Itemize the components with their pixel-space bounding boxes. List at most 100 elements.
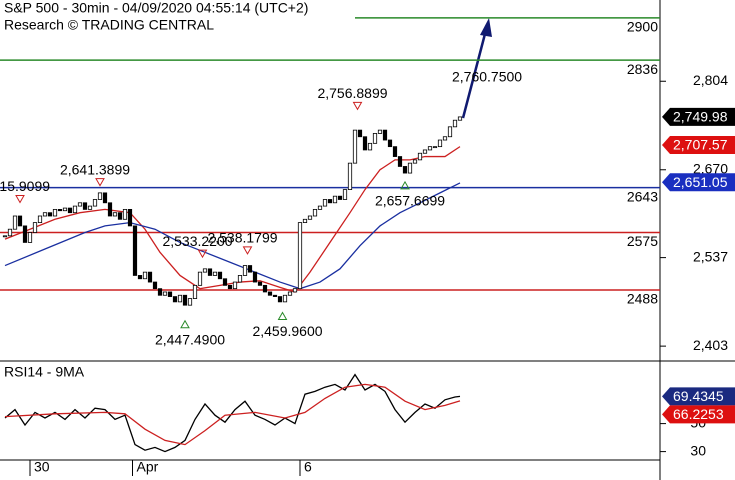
level-label: 2900	[627, 19, 658, 35]
candle	[402, 166, 408, 174]
candle	[67, 207, 73, 214]
candle	[207, 268, 213, 276]
candle	[157, 288, 163, 296]
candle	[37, 215, 43, 224]
annotation-label: 2,756.8899	[317, 85, 387, 101]
candle	[422, 149, 428, 154]
candle	[267, 291, 273, 296]
candle	[417, 152, 423, 161]
y-tick-label: 2,537	[693, 248, 728, 264]
tag-shape	[662, 387, 735, 406]
chart-title: S&P 500 - 30min - 04/09/2020 04:55:14 (U…	[4, 0, 308, 16]
candle	[127, 208, 133, 227]
candle	[292, 288, 298, 293]
candle	[27, 232, 33, 243]
candle	[277, 296, 283, 303]
candle	[437, 139, 443, 148]
candle	[147, 271, 153, 283]
value-tag: 2,749.98	[662, 107, 735, 126]
candle	[177, 294, 183, 303]
tag-label: 2,651.05	[673, 174, 728, 190]
candle	[282, 294, 288, 303]
candle	[182, 294, 188, 306]
annotation-label: 2,657.6699	[375, 193, 445, 209]
candle	[427, 146, 433, 151]
candle	[452, 119, 458, 128]
candle	[362, 136, 368, 151]
panel-title: RSI14 - 9MA	[4, 364, 85, 380]
candle	[162, 291, 168, 296]
candle	[202, 268, 208, 273]
x-tick-label: 6	[304, 459, 312, 475]
candle	[262, 284, 268, 293]
projection-arrow	[461, 18, 492, 119]
rsi-line	[4, 373, 461, 453]
candle	[22, 225, 28, 243]
candle	[287, 291, 293, 296]
x-tick-label: 30	[34, 459, 50, 475]
candle	[232, 281, 238, 290]
candle	[442, 136, 448, 141]
candle	[342, 189, 348, 200]
candle	[272, 294, 278, 297]
candle	[172, 296, 178, 303]
annotation-label: 2,533.2200	[162, 233, 232, 249]
candle	[377, 129, 383, 134]
candle	[132, 225, 138, 276]
candle	[297, 222, 303, 290]
value-tag: 2,707.57	[662, 135, 735, 154]
candle	[137, 275, 143, 280]
candle	[152, 281, 158, 290]
high-marker	[197, 249, 208, 259]
candle	[117, 212, 123, 220]
level-label: 2836	[627, 61, 658, 77]
candle	[387, 139, 393, 148]
low-marker	[180, 319, 190, 329]
high-marker	[95, 178, 105, 187]
candle	[237, 275, 243, 283]
y-tick-label: 30	[690, 442, 706, 458]
candle	[2, 235, 8, 238]
high-marker	[352, 101, 363, 111]
candle	[347, 162, 353, 190]
candle	[82, 202, 88, 210]
annotation-label: 2,447.4900	[155, 331, 225, 347]
annotation-label: 2,538.1799	[207, 230, 277, 246]
moving-average	[4, 146, 461, 293]
candle	[167, 291, 173, 297]
value-tag: 69.4345	[662, 387, 735, 406]
candle	[192, 284, 198, 299]
chart-subtitle: Research © TRADING CENTRAL	[4, 17, 214, 33]
candle	[97, 192, 103, 200]
candle	[62, 207, 68, 212]
tag-shape	[662, 107, 735, 126]
candle	[337, 195, 343, 200]
tag-label: 66.2253	[673, 406, 724, 422]
candle	[142, 271, 148, 280]
tag-shape	[662, 173, 735, 192]
low-marker	[277, 311, 288, 321]
annotation-label: 2,615.9099	[0, 178, 50, 194]
candle	[322, 199, 328, 207]
candle	[102, 192, 108, 204]
tag-label: 2,749.98	[673, 109, 728, 125]
tag-shape	[662, 135, 735, 154]
low-marker	[400, 180, 410, 190]
tag-shape	[662, 405, 735, 424]
y-tick-label: 2,804	[693, 72, 728, 88]
candle	[92, 199, 98, 207]
candle	[107, 202, 113, 217]
annotation-label: 2,760.7500	[452, 69, 522, 85]
candle	[307, 215, 313, 220]
value-tag: 2,651.05	[662, 173, 735, 192]
candle	[77, 202, 83, 207]
candle	[382, 129, 388, 141]
candle	[432, 146, 438, 149]
annotation-label: 2,459.9600	[252, 323, 322, 339]
candle	[312, 208, 318, 217]
candle	[112, 212, 118, 217]
candle	[32, 222, 38, 233]
candle	[87, 205, 93, 210]
candle	[217, 271, 223, 280]
